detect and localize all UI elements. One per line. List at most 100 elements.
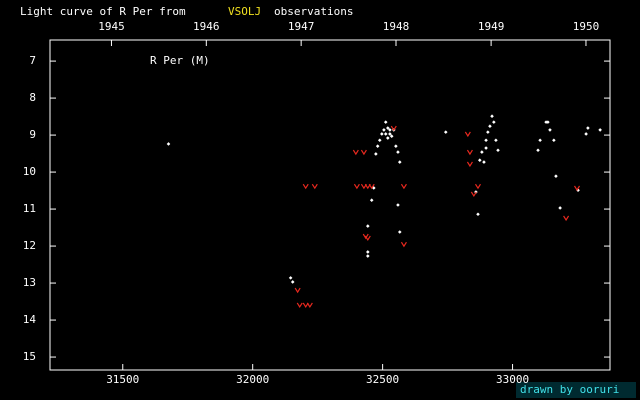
observation (388, 128, 392, 132)
y-tick-label: 13 (23, 276, 36, 289)
x-tick-label: 32500 (366, 373, 399, 386)
fainter-than-mark (466, 161, 473, 168)
observation (476, 212, 480, 217)
fainter-than-mark (362, 233, 369, 240)
observation (369, 198, 374, 202)
observation (484, 138, 488, 143)
observation (554, 174, 558, 178)
observation (494, 138, 498, 143)
observation (558, 206, 562, 210)
observation (386, 136, 390, 140)
observation (397, 160, 402, 164)
observation (496, 148, 500, 153)
y-tick-label: 9 (29, 128, 36, 141)
observation (480, 150, 484, 154)
observation (388, 132, 392, 136)
observation (288, 276, 293, 280)
observation (366, 224, 370, 228)
observation (383, 120, 388, 124)
fainter-than-mark (364, 235, 371, 242)
observation (484, 146, 488, 150)
x-tick-label: 32000 (236, 373, 269, 386)
observation (396, 203, 400, 207)
observation (366, 250, 370, 254)
x-tick-label: 33000 (496, 373, 529, 386)
observation (394, 144, 398, 148)
observation (374, 152, 378, 156)
fainter-than-mark (400, 183, 407, 190)
observation (490, 114, 494, 119)
observation (586, 126, 590, 130)
x2-tick-label: 1948 (383, 20, 410, 33)
fainter-than-mark (360, 149, 367, 156)
observation (576, 188, 580, 193)
fainter-than-mark (470, 191, 477, 198)
fainter-than-mark (296, 302, 303, 309)
observation (538, 138, 542, 143)
fainter-than-mark (294, 287, 301, 294)
observation (552, 138, 556, 143)
fainter-than-mark (311, 183, 318, 190)
observation (389, 134, 394, 138)
observation (546, 120, 550, 124)
observation (488, 124, 492, 128)
fainter-than-mark (400, 241, 407, 248)
observation (536, 148, 540, 153)
observation (290, 280, 295, 284)
observation (486, 130, 490, 134)
fainter-than-mark (466, 149, 473, 156)
plot-frame (49, 39, 611, 371)
observation (383, 132, 388, 136)
observation (382, 128, 386, 132)
chart-title: Light curve of R Per from (20, 5, 186, 18)
x2-tick-label: 1945 (98, 20, 125, 33)
x2-tick-label: 1949 (478, 20, 505, 33)
x2-tick-label: 1950 (573, 20, 600, 33)
fainter-than-mark (573, 185, 581, 192)
y-tick-label: 14 (23, 313, 37, 326)
fainter-than-mark (302, 183, 309, 190)
credit: drawn by ooruri (520, 383, 619, 396)
y-tick-label: 12 (23, 239, 36, 252)
observation (478, 158, 482, 163)
observation (544, 120, 548, 124)
fainter-than-mark (464, 131, 471, 138)
fainter-than-mark (306, 302, 313, 309)
fainter-than-mark (353, 183, 360, 190)
x2-tick-label: 1947 (288, 20, 315, 33)
x2-tick-label: 1946 (193, 20, 220, 33)
observation (598, 128, 602, 132)
y-tick-label: 11 (23, 202, 36, 215)
fainter-than-mark (563, 215, 570, 222)
observation (548, 128, 552, 132)
fainter-than-mark (352, 149, 359, 156)
fainter-than-mark (368, 183, 375, 190)
y-tick-label: 15 (23, 350, 36, 363)
observation (386, 126, 390, 130)
observation (584, 132, 588, 136)
x-tick-label: 31500 (106, 373, 139, 386)
observation (492, 120, 496, 124)
fainter-than-mark (474, 183, 481, 190)
y-tick-label: 7 (29, 54, 36, 67)
chart-title-suffix: observations (274, 5, 353, 18)
fainter-than-mark (390, 125, 397, 132)
observation (397, 230, 402, 234)
observation (166, 142, 171, 146)
observation (366, 254, 370, 258)
y-tick-label: 10 (23, 165, 36, 178)
fainter-than-mark (302, 302, 309, 309)
star-label: R Per (M) (150, 54, 210, 67)
source-label: VSOLJ (228, 5, 261, 18)
y-tick-label: 8 (29, 91, 36, 104)
credit-box (516, 382, 636, 398)
observation (443, 130, 448, 134)
observation (377, 138, 382, 143)
observation (380, 132, 384, 136)
observation (482, 160, 486, 164)
observation (396, 150, 400, 154)
observation (375, 144, 380, 148)
